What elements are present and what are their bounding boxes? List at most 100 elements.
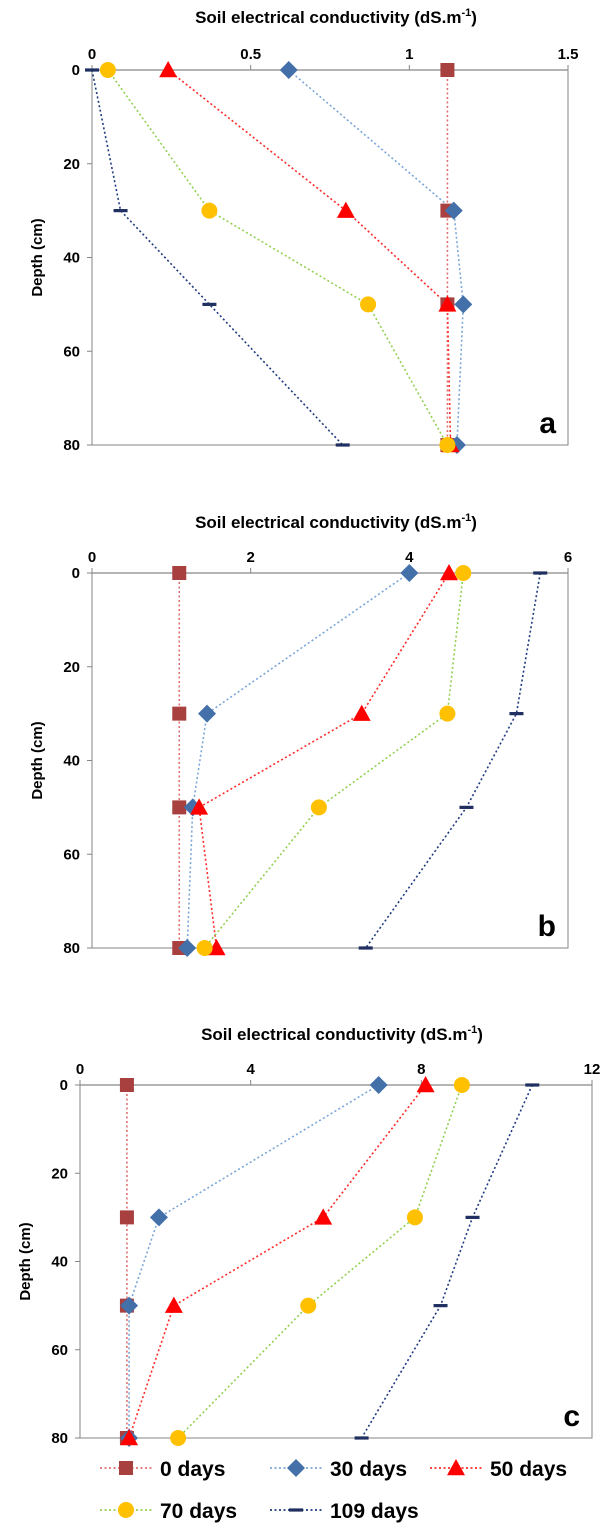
data-point-d70 [439,705,456,722]
y-tick-label: 40 [63,753,80,770]
data-point-d70 [360,296,377,313]
x-tick-label: 0 [88,549,96,566]
data-point-d109 [459,805,474,809]
data-point-d50 [120,1429,139,1446]
x-tick-label: 0.5 [240,46,261,63]
data-point-d109 [358,946,373,950]
series-line-d30 [128,1084,380,1438]
data-point-d109 [433,1304,448,1308]
data-point-d109 [113,209,128,213]
x-tick-label: 6 [564,549,572,566]
legend-marker [119,1461,133,1475]
chart-title: Soil electrical conductivity (dS.m-1) [201,1024,483,1044]
data-point-d70 [99,62,116,78]
y-tick-label: 60 [63,846,80,863]
legend-marker [118,1502,134,1518]
x-tick-label: 8 [417,1061,425,1078]
x-tick-label: 1 [405,46,413,63]
data-point-d0 [440,63,455,77]
data-point-d50 [164,1296,183,1313]
series-line-d109 [360,1084,533,1439]
legend-label: 50 days [490,1458,567,1481]
series-line-d30 [288,69,465,446]
data-point-d30 [178,939,197,957]
y-axis-label: Depth (cm) [29,721,46,799]
legend-marker [289,1508,303,1512]
series-line-d109 [365,572,542,949]
panel-label: a [539,407,556,440]
y-tick-label: 20 [63,156,80,173]
data-point-d30 [369,1076,388,1094]
data-point-d109 [525,1083,540,1087]
data-point-d0 [172,800,187,815]
data-point-d70 [439,437,456,453]
data-point-d50 [416,1076,435,1093]
x-tick-label: 0 [76,1061,84,1078]
data-point-d30 [400,564,419,582]
data-point-d50 [190,798,209,815]
series-line-d70 [107,69,449,446]
x-tick-label: 1.5 [558,46,579,63]
data-point-d50 [336,201,355,218]
series-line-d50 [128,1084,427,1439]
data-point-d50 [207,939,226,956]
series-line-d50 [167,69,452,446]
y-tick-label: 60 [63,343,80,360]
data-point-d50 [159,61,178,78]
data-point-d70 [453,1077,470,1093]
data-point-d70 [310,799,327,816]
x-tick-label: 0 [88,46,96,63]
data-point-d50 [314,1208,333,1225]
data-point-d50 [440,564,458,581]
y-tick-label: 20 [63,659,80,676]
plot-frame [91,572,569,949]
data-point-d109 [509,712,524,716]
y-tick-label: 0 [72,565,80,582]
data-point-d109 [465,1215,480,1219]
panel-label: c [563,1400,580,1433]
x-tick-label: 4 [246,1061,255,1078]
data-point-d109 [335,443,350,447]
legend: 0 days 30 days 50 days 70 days 109 days [100,1458,567,1523]
y-tick-label: 80 [63,437,80,454]
series-line-d70 [204,572,465,949]
data-point-d70 [201,202,218,219]
series-line-d70 [177,1084,463,1439]
legend-label: 30 days [330,1458,407,1481]
data-point-d70 [406,1209,423,1226]
x-tick-label: 12 [584,1061,600,1078]
legend-item-d70: 70 days [100,1500,237,1523]
data-point-d30 [198,704,217,723]
panel-b: Soil electrical conductivity (dS.m-1) 0 2 4… [29,512,572,957]
y-axis-label: Depth (cm) [17,1222,34,1300]
chart-title: Soil electrical conductivity (dS.m-1) [195,512,477,532]
legend-marker [447,1459,465,1476]
data-point-d30 [120,1296,139,1315]
data-point-d30 [149,1208,168,1227]
y-tick-label: 40 [51,1254,68,1271]
y-tick-label: 80 [51,1430,68,1447]
y-tick-label: 20 [51,1165,68,1182]
y-tick-label: 40 [63,250,80,267]
chart-title: Soil electrical conductivity (dS.m-1) [195,7,477,27]
data-point-d70 [196,940,213,956]
x-tick-label: 4 [405,549,414,566]
data-point-d30 [444,201,463,220]
y-axis-label: Depth (cm) [29,218,46,296]
legend-item-d50: 50 days [430,1458,567,1481]
data-point-d70 [455,565,472,581]
plot-frame [91,69,569,446]
panel-c: Soil electrical conductivity (dS.m-1) 0 4 8… [17,1024,600,1447]
legend-marker [287,1459,305,1477]
legend-item-d30: 30 days [270,1458,407,1481]
data-point-d0 [119,1078,134,1092]
series-line-d109 [91,69,344,446]
data-point-d50 [438,295,457,312]
data-point-d70 [170,1430,187,1446]
data-point-d109 [85,68,99,72]
legend-label: 109 days [330,1500,419,1523]
data-point-d109 [533,571,548,575]
data-point-d30 [279,61,298,79]
data-point-d109 [202,302,217,306]
